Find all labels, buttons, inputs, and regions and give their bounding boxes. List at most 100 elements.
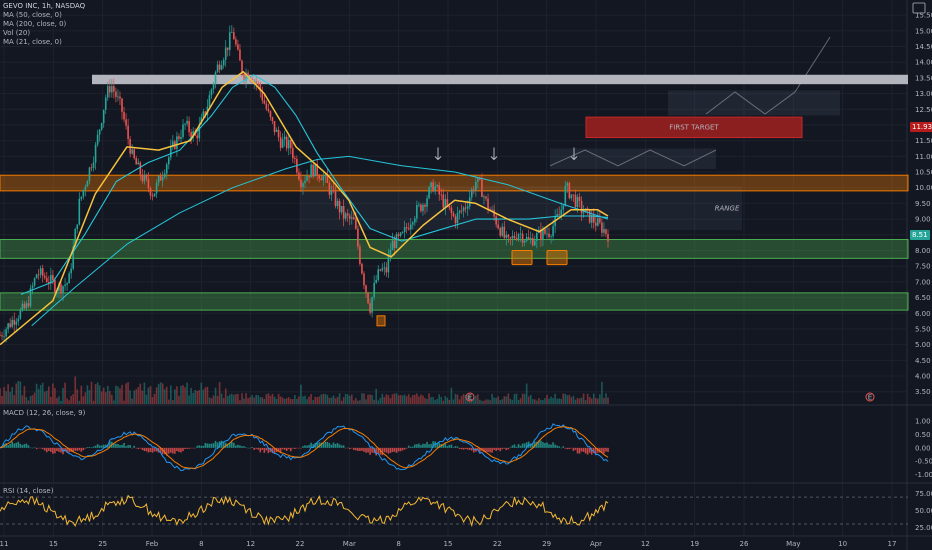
- macd-histogram-bar: [355, 447, 357, 451]
- volume-bar: [481, 400, 483, 404]
- volume-bar: [554, 393, 556, 404]
- macd-histogram-bar: [515, 446, 518, 448]
- rsi-tick-label: 75.00: [915, 490, 932, 498]
- candle-body: [434, 186, 436, 192]
- macd-histogram-bar: [255, 447, 258, 449]
- macd-histogram-bar: [584, 447, 587, 454]
- candle-body: [397, 234, 400, 236]
- ma21-line: [0, 70, 609, 346]
- volume-bar: [403, 394, 406, 404]
- volume-bar: [220, 393, 223, 404]
- candle-body: [387, 255, 390, 273]
- macd-histogram-bar: [308, 444, 310, 448]
- candle-body: [542, 229, 544, 240]
- volume-bar: [468, 395, 471, 404]
- candle-body: [418, 204, 420, 206]
- volume-bar: [566, 395, 569, 404]
- volume-bar: [226, 396, 229, 404]
- candle-body: [302, 183, 304, 188]
- macd-histogram-bar: [206, 443, 209, 448]
- volume-bar: [208, 397, 211, 404]
- macd-histogram-bar: [25, 443, 28, 448]
- candle-body: [399, 232, 402, 236]
- macd-histogram-bar: [100, 445, 103, 448]
- supply-zone: [92, 74, 908, 85]
- volume-bar: [137, 387, 140, 404]
- macd-legend: MACD (12, 26, close, 9): [3, 409, 85, 418]
- candle-body: [340, 206, 343, 213]
- candle-body: [385, 267, 388, 273]
- volume-bar: [86, 385, 89, 404]
- candle-body: [572, 194, 575, 196]
- volume-bar: [283, 398, 286, 404]
- candle-body: [312, 164, 314, 177]
- volume-bar: [218, 382, 221, 404]
- volume-bar: [556, 398, 558, 404]
- candle-body: [346, 213, 349, 216]
- macd-histogram-bar: [208, 443, 211, 448]
- price-tick-label: 5.50: [915, 325, 931, 333]
- macd-histogram-bar: [271, 447, 274, 454]
- time-tick-label: 12: [246, 540, 255, 548]
- volume-bar: [416, 393, 418, 404]
- candle-body: [369, 303, 371, 313]
- macd-histogram-bar: [190, 447, 192, 449]
- candle-body: [198, 124, 201, 139]
- volume-bar: [515, 393, 518, 404]
- target-price-label: 11.93: [912, 123, 932, 131]
- macd-histogram-bar: [462, 447, 465, 450]
- candle-body: [497, 224, 499, 229]
- macd-histogram-bar: [560, 447, 563, 449]
- volume-bar: [214, 387, 217, 404]
- macd-histogram-bar: [15, 442, 18, 448]
- macd-histogram-bar: [245, 447, 247, 448]
- volume-bar: [231, 393, 233, 404]
- macd-histogram-bar: [176, 447, 178, 452]
- candle-body: [452, 213, 455, 217]
- volume-bar: [98, 385, 101, 404]
- macd-histogram-bar: [188, 447, 190, 449]
- candle-body: [501, 226, 504, 236]
- candle-body: [475, 181, 477, 191]
- candle-body: [245, 72, 247, 81]
- macd-histogram-bar: [133, 445, 136, 448]
- volume-bar: [462, 394, 465, 404]
- macd-histogram-bar: [533, 441, 536, 448]
- macd-histogram-bar: [485, 447, 487, 453]
- earnings-label: E: [868, 394, 872, 402]
- volume-bar: [353, 400, 355, 404]
- volume-bar: [43, 391, 46, 404]
- volume-bar: [605, 393, 607, 404]
- candle-body: [235, 39, 237, 45]
- candle-body: [21, 303, 24, 310]
- candle-body: [373, 282, 375, 298]
- volume-bar: [62, 387, 64, 404]
- volume-bar: [531, 399, 534, 404]
- volume-bar: [19, 381, 22, 404]
- volume-bar: [84, 392, 87, 404]
- macd-histogram-bar: [507, 447, 510, 450]
- volume-bar: [340, 400, 343, 404]
- candle-body: [472, 189, 475, 191]
- candle-body: [113, 86, 115, 92]
- volume-bar: [385, 394, 388, 404]
- candle-body: [216, 64, 219, 73]
- macd-histogram-bar: [426, 441, 428, 448]
- volume-bar: [397, 395, 400, 404]
- candle-body: [558, 214, 560, 216]
- candle-body: [121, 98, 123, 112]
- volume-bar: [287, 397, 290, 404]
- time-tick-label: 22: [296, 540, 305, 548]
- candle-body: [607, 234, 609, 242]
- macd-histogram-bar: [19, 443, 22, 448]
- macd-histogram-bar: [403, 447, 406, 450]
- volume-bar: [64, 382, 66, 404]
- macd-histogram-bar: [125, 446, 127, 448]
- volume-bar: [119, 388, 121, 404]
- macd-histogram-bar: [300, 447, 302, 449]
- earnings-label: E: [468, 394, 472, 402]
- candle-body: [70, 268, 72, 274]
- macd-histogram-bar: [137, 447, 140, 450]
- volume-bar: [525, 383, 528, 404]
